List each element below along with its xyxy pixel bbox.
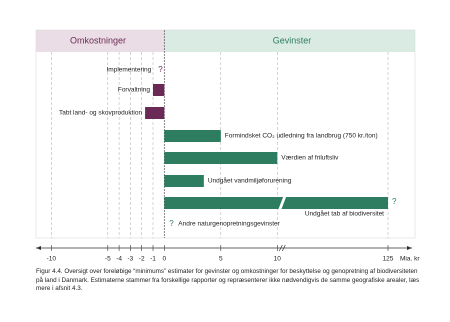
x-tick-label: -5 (105, 256, 111, 263)
question-mark: ? (169, 219, 174, 228)
x-tick-label: 5 (219, 256, 223, 263)
x-tick-label: 10 (274, 256, 282, 263)
bar-break (278, 196, 287, 210)
frame (35, 29, 416, 239)
right-header-band (165, 30, 415, 52)
x-tick-label: 125 (383, 256, 394, 263)
bar (153, 84, 165, 96)
bar-label: Værdien af friluftsliv (281, 155, 339, 162)
right-header: Gevinster (273, 35, 312, 45)
x-tick-label: -2 (139, 256, 145, 263)
bar-label: Formindsket CO₂ udledning fra landbrug (… (225, 133, 378, 140)
axis-break (278, 244, 286, 252)
left-header-band (36, 30, 165, 52)
x-tick-label: -1 (150, 256, 156, 263)
bar (164, 197, 388, 209)
bar-label: Tabt land- og skovproduktion (59, 110, 142, 117)
bar-label: Implementering (106, 67, 151, 74)
bar-label: Forvaltning (118, 87, 151, 94)
bar (164, 175, 204, 187)
x-tick-label: -4 (116, 256, 122, 263)
bar-label: Undgået tab af biodiversitet (305, 210, 384, 218)
x-axis-label: Mia. kr (400, 256, 420, 263)
bar (164, 130, 221, 142)
x-tick-label: -10 (47, 256, 57, 263)
x-tick-label: -3 (128, 256, 134, 263)
question-mark: ? (392, 197, 397, 206)
bar (164, 152, 278, 164)
left-header: Omkostninger (70, 35, 126, 45)
bar (145, 107, 165, 119)
caption: Figur 4.4. Oversigt over foreløbige “min… (36, 268, 420, 293)
x-tick-label: 0 (162, 256, 166, 263)
question-mark: ? (158, 65, 163, 74)
bar-label: Andre naturgenopretningsgevinster (178, 221, 280, 228)
bar-label: Undgået vandmiljøforurening (208, 177, 292, 185)
